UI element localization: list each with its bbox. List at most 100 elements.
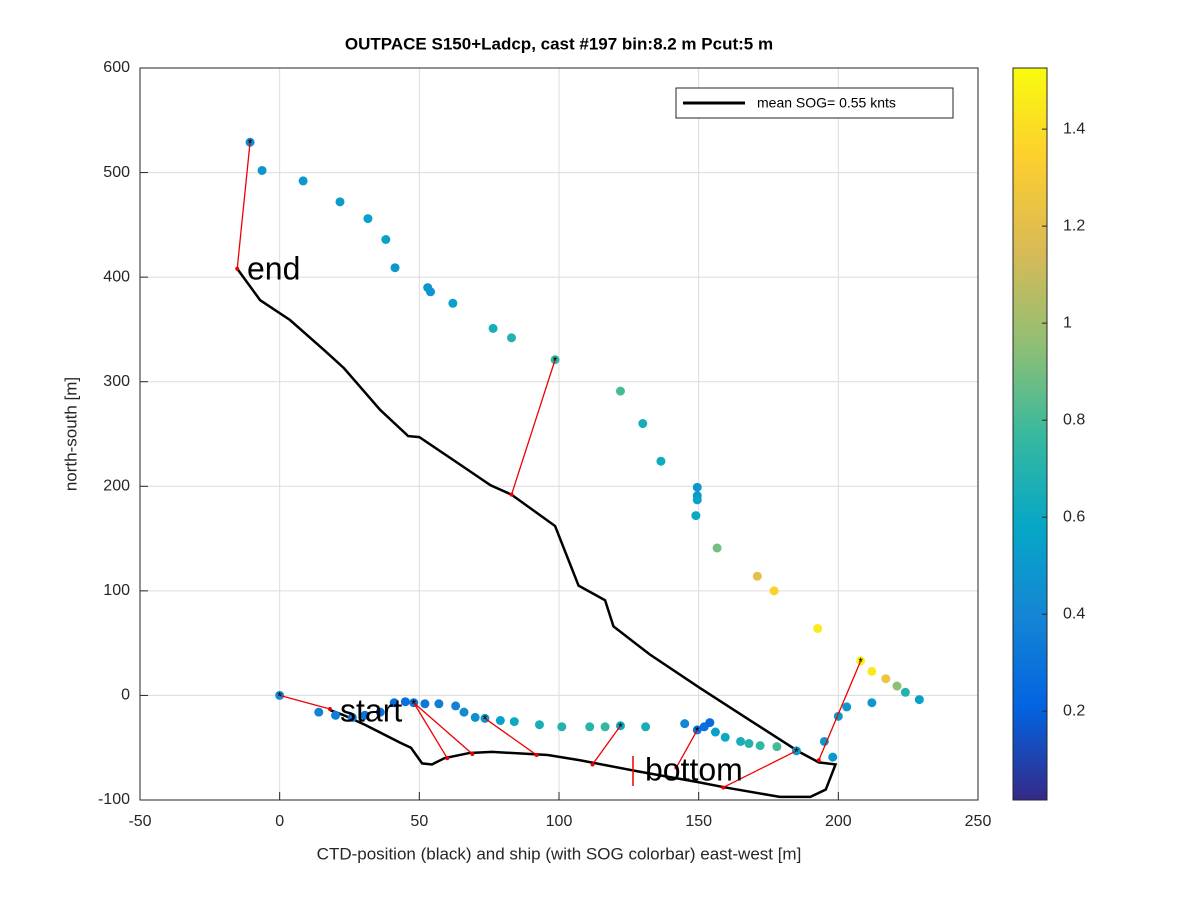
link-line [236,142,251,269]
annotation: end [247,250,300,286]
ship-point [867,666,877,676]
ship-point [892,681,902,691]
ship-point [752,571,762,581]
x-axis-label: CTD-position (black) and ship (with SOG … [317,844,802,863]
link-line [279,694,331,710]
ship-point [509,717,519,727]
ship-point [842,702,852,712]
ship-point [641,722,651,732]
link-ship-marker: * [483,713,488,727]
ship-point [347,712,357,722]
ship-point [557,722,567,732]
x-tick-label: 250 [965,813,992,830]
link-ctd-marker [509,492,514,497]
ship-point [712,543,722,553]
y-tick-label: 600 [103,59,130,76]
y-tick-label: 100 [103,582,130,599]
annotation: start [340,692,402,728]
ship-point [585,722,595,732]
y-tick-label: 300 [103,373,130,390]
link-ship-marker: * [411,697,416,711]
ship-point [691,511,701,521]
colorbar [1012,67,1048,801]
colorbar-tick-label: 1 [1063,314,1072,331]
y-tick-label: 200 [103,478,130,495]
ship-point [389,698,399,708]
ship-point [867,698,877,708]
ship-point [459,707,469,717]
link-ctd-marker [674,765,679,770]
ship-point [615,386,625,396]
chart-title: OUTPACE S150+Ladcp, cast #197 bin:8.2 m … [345,34,773,53]
link-line [675,729,698,768]
ship-point [375,707,385,717]
ship-point [451,701,461,711]
colorbar-tick-label: 0.8 [1063,411,1085,428]
ship-point [736,736,746,746]
link-ship-marker: * [695,724,700,738]
ship-point [813,624,823,634]
link-line [722,750,797,789]
link-line [510,359,556,495]
ship-point [600,722,610,732]
colorbar-tick-label: 0.6 [1063,508,1085,525]
ship-point [495,716,505,726]
link-ship-marker: * [794,745,799,759]
x-tick-label: -50 [128,813,151,830]
ship-point [331,710,341,720]
link-ctd-marker [470,751,475,756]
ship-point [769,586,779,596]
ship-point [692,482,702,492]
ship-point [638,419,648,429]
link-line [818,660,862,761]
ship-point [381,234,391,244]
y-tick-label: 0 [121,687,130,704]
ship-point [314,707,324,717]
ship-point [335,197,345,207]
ship-point [390,263,400,273]
ship-point [534,720,544,730]
ship-point [755,741,765,751]
ship-point [744,739,754,749]
ship-point [363,214,373,224]
ship-point [420,699,430,709]
link-line [484,717,538,756]
x-tick-label: 0 [275,813,284,830]
y-tick-label: 500 [103,164,130,181]
annotation: bottom [645,751,743,787]
x-tick-label: 150 [685,813,712,830]
ship-point [819,736,829,746]
ship-point [772,742,782,752]
ship-point [720,732,730,742]
link-ctd-marker [721,785,726,790]
ship-point [507,333,517,343]
link-ctd-marker [534,753,539,758]
link-ctd-marker [816,758,821,763]
ship-point [400,697,410,707]
y-tick-label: -100 [98,791,130,808]
link-ship-marker: * [858,655,863,669]
ship-point [680,719,690,729]
colorbar-tick-label: 1.4 [1063,120,1085,137]
x-tick-label: 50 [410,813,428,830]
ship-point [705,718,715,728]
ship-point [360,710,370,720]
ship-point [914,695,924,705]
ship-point [828,752,838,762]
link-line [413,702,448,759]
ship-point [257,165,267,175]
link-ship-marker: * [277,690,282,704]
ship-point [470,712,480,722]
colorbar-tick-label: 0.2 [1063,702,1085,719]
link-ctd-marker [445,756,450,761]
link-ctd-marker [327,707,332,712]
legend-label: mean SOG= 0.55 knts [757,95,896,111]
link-line [591,725,621,765]
ship-point [692,495,702,505]
colorbar-tick-label: 0.4 [1063,605,1085,622]
ship-point [881,674,891,684]
ship-point [426,287,436,297]
y-axis-label: north-south [m] [61,377,80,491]
